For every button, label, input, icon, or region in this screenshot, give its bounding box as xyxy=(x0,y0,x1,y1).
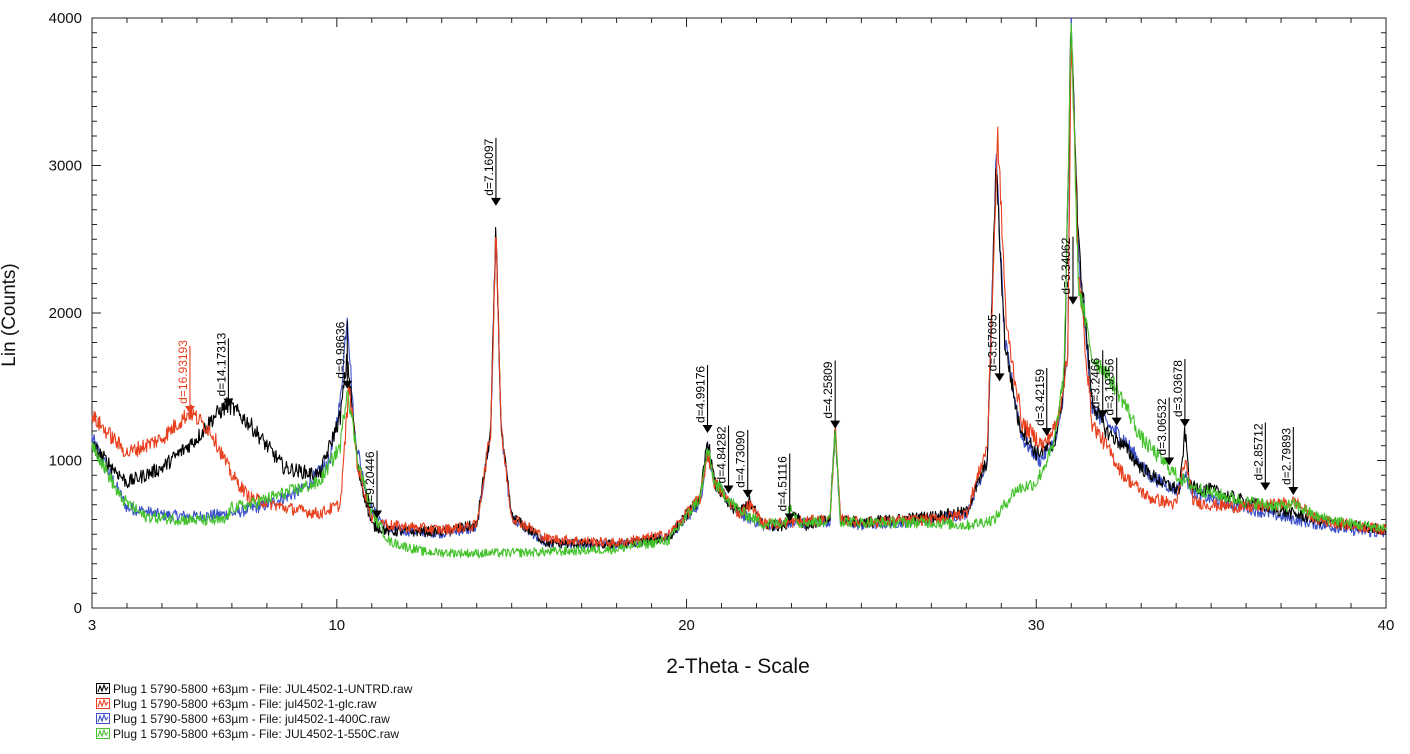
peak-marker-arrow xyxy=(372,510,383,519)
peak-marker-arrow xyxy=(490,197,501,206)
legend-swatch xyxy=(96,713,110,724)
peak-label: d=2.79893 xyxy=(1279,428,1293,485)
y-axis-title-text: Lin (Counts) xyxy=(0,263,20,367)
y-tick-label: 2000 xyxy=(49,305,82,322)
peak-marker-arrow xyxy=(723,485,734,494)
peak-label: d=2.85712 xyxy=(1251,423,1265,480)
plot-frame xyxy=(91,17,1387,609)
peak-label: d=3.57695 xyxy=(986,314,1000,371)
peak-marker-arrow xyxy=(1179,419,1190,428)
peak-label: d=4.25809 xyxy=(821,361,835,418)
peak-marker-arrow xyxy=(702,425,713,433)
x-tick-label: 10 xyxy=(328,617,345,634)
y-tick-label: 3000 xyxy=(49,158,82,175)
peak-marker-arrow xyxy=(830,420,841,429)
peak-label: d=3.06532 xyxy=(1155,398,1169,455)
peak-label: d=4.99176 xyxy=(694,366,708,423)
peak-label: d=7.16097 xyxy=(482,138,496,195)
legend-item: Plug 1 5790-5800 +63µm - File: JUL4502-1… xyxy=(96,681,412,696)
legend-label: Plug 1 5790-5800 +63µm - File: jul4502-1… xyxy=(113,711,390,726)
y-tick-label: 4000 xyxy=(49,10,82,27)
series-line xyxy=(91,26,1387,550)
x-tick-label: 30 xyxy=(1028,617,1045,634)
legend: Plug 1 5790-5800 +63µm - File: JUL4502-1… xyxy=(96,681,412,741)
peak-marker-arrow xyxy=(1097,410,1108,419)
peak-label: d=9.20446 xyxy=(363,451,377,508)
peak-label: d=16.93193 xyxy=(176,340,190,404)
peak-label: d=3.34062 xyxy=(1059,237,1073,294)
peak-marker-arrow xyxy=(223,398,234,407)
legend-item: Plug 1 5790-5800 +63µm - File: jul4502-1… xyxy=(96,696,412,711)
peak-label: d=4.84282 xyxy=(715,426,729,483)
peak-label: d=3.03678 xyxy=(1171,360,1185,417)
peak-marker-arrow xyxy=(1111,417,1122,426)
series-line xyxy=(91,23,1387,559)
x-tick-label: 20 xyxy=(678,617,695,634)
peak-marker-arrow xyxy=(1288,486,1299,495)
peak-marker-arrow xyxy=(994,373,1005,382)
y-axis-title: Lin (Counts) xyxy=(0,263,30,367)
x-tick-label: 40 xyxy=(1378,617,1395,634)
legend-swatch xyxy=(96,698,110,709)
legend-label: Plug 1 5790-5800 +63µm - File: JUL4502-1… xyxy=(113,681,413,696)
peak-marker-arrow xyxy=(342,380,353,389)
xrd-chart: 0 1000 2000 3000 4000 3 10 20 30 40 d=16.93193 d=14… xyxy=(49,10,1395,634)
peak-label: d=14.17313 xyxy=(214,332,228,396)
x-axis-title: 2-Theta - Scale xyxy=(666,655,810,678)
legend-label: Plug 1 5790-5800 +63µm - File: jul4502-1… xyxy=(113,696,377,711)
peak-marker-arrow xyxy=(1260,482,1271,491)
y-tick-label: 0 xyxy=(74,600,82,617)
legend-item: Plug 1 5790-5800 +63µm - File: jul4502-1… xyxy=(96,711,412,726)
peak-label: d=3.42159 xyxy=(1033,369,1047,426)
peak-marker-arrow xyxy=(1164,457,1175,466)
legend-label: Plug 1 5790-5800 +63µm - File: JUL4502-1… xyxy=(113,726,400,741)
peak-marker-arrow xyxy=(1067,296,1078,305)
peak-marker-arrow xyxy=(742,489,753,498)
peak-label: d=9.98636 xyxy=(333,321,347,378)
peak-label: d=4.51116 xyxy=(776,456,790,512)
peak-marker-arrow xyxy=(184,405,195,414)
peak-label: d=3.19356 xyxy=(1103,358,1117,415)
peak-label: d=4.73090 xyxy=(734,431,748,488)
peak-marker-arrow xyxy=(784,513,795,522)
series-line xyxy=(91,37,1387,548)
peak-marker-arrow xyxy=(1041,427,1052,436)
y-tick-label: 1000 xyxy=(49,453,82,470)
legend-swatch xyxy=(96,728,110,739)
x-tick-label: 3 xyxy=(88,617,96,634)
legend-item: Plug 1 5790-5800 +63µm - File: JUL4502-1… xyxy=(96,726,412,741)
peak-label: d=3.2466 xyxy=(1089,358,1103,409)
legend-swatch xyxy=(96,683,110,694)
